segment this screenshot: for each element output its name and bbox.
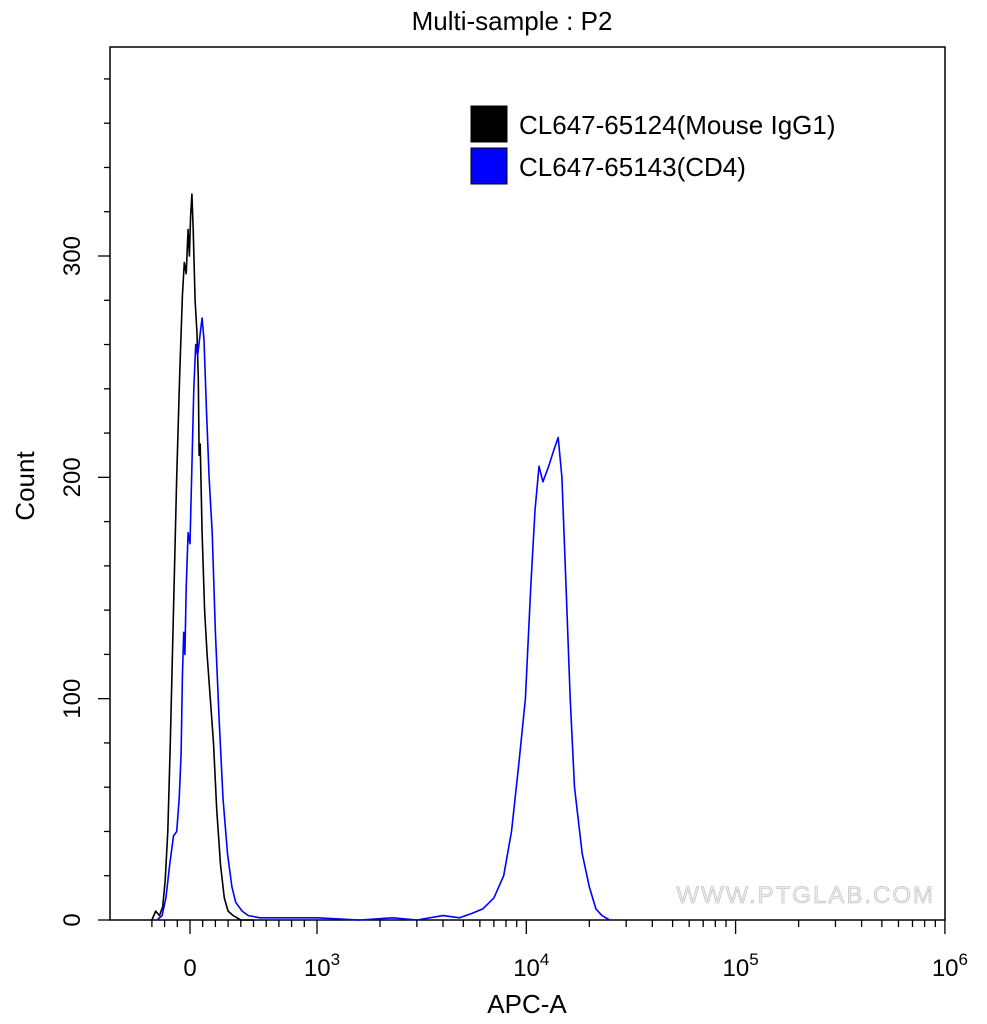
x-tick-base: 10 bbox=[723, 955, 750, 982]
y-tick-label: 0 bbox=[59, 913, 86, 926]
series-line-1 bbox=[151, 193, 254, 921]
x-tick-label: 104 bbox=[513, 950, 549, 982]
legend-swatch-2 bbox=[470, 147, 508, 185]
chart-title: Multi-sample : P2 bbox=[412, 6, 613, 36]
y-tick-label: 200 bbox=[59, 457, 86, 497]
x-tick-exponent: 6 bbox=[959, 950, 968, 969]
y-tick-label: 300 bbox=[59, 236, 86, 276]
x-tick-label: 103 bbox=[304, 950, 340, 982]
series-layer bbox=[151, 193, 611, 921]
x-tick-base: 10 bbox=[513, 955, 540, 982]
y-tick-label: 100 bbox=[59, 679, 86, 719]
watermark: WWW.PTGLAB.COM bbox=[676, 882, 935, 910]
x-tick-exponent: 4 bbox=[540, 950, 549, 969]
watermark-text: WWW.PTGLAB.COM bbox=[676, 882, 935, 909]
legend: CL647-65124(Mouse IgG1) CL647-65143(CD4) bbox=[470, 105, 836, 185]
legend-label-1: CL647-65124(Mouse IgG1) bbox=[519, 110, 836, 140]
legend-label-2: CL647-65143(CD4) bbox=[519, 152, 746, 182]
x-tick-exponent: 5 bbox=[749, 950, 758, 969]
x-tick-label: 0 bbox=[183, 955, 196, 982]
x-axis: 0 103 104 105 106 bbox=[151, 920, 968, 982]
x-tick-label: 105 bbox=[723, 950, 759, 982]
x-tick-base: 0 bbox=[183, 955, 196, 982]
x-tick-label: 106 bbox=[932, 950, 968, 982]
series-line-2 bbox=[156, 317, 611, 921]
x-tick-base: 10 bbox=[932, 955, 959, 982]
x-axis-label: APC-A bbox=[487, 989, 567, 1019]
x-tick-base: 10 bbox=[304, 955, 331, 982]
x-tick-exponent: 3 bbox=[331, 950, 340, 969]
plot-frame bbox=[109, 46, 946, 921]
legend-swatch-1 bbox=[470, 105, 508, 143]
y-axis: 0 100 200 300 bbox=[59, 78, 110, 927]
y-axis-label: Count bbox=[10, 451, 40, 521]
